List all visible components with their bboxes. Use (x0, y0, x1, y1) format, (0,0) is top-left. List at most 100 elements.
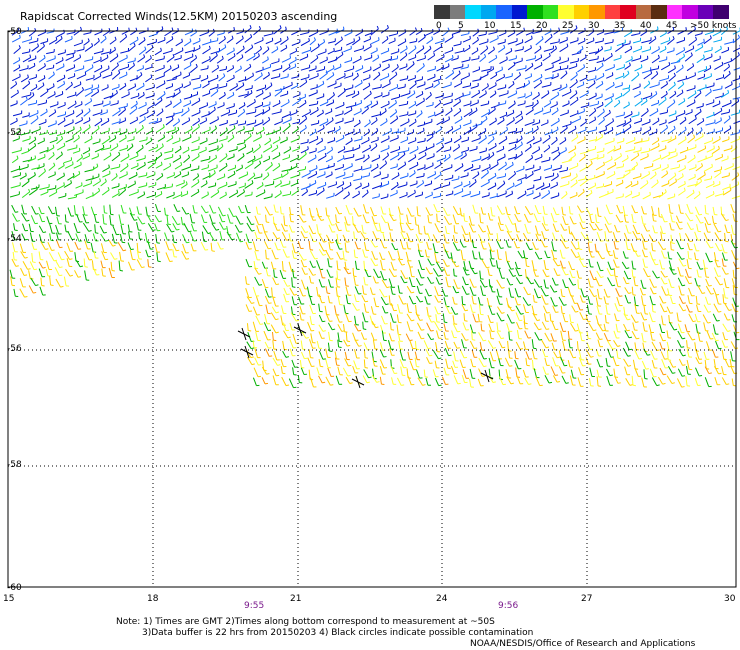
barb-shaft (200, 182, 208, 188)
wind-barb (361, 182, 370, 190)
barb-shaft (244, 194, 253, 197)
wind-barb (174, 108, 184, 115)
barb-flag (141, 144, 144, 148)
barb-shaft (208, 103, 217, 108)
barb-flag (442, 137, 445, 141)
barb-shaft (218, 75, 226, 82)
barb-shaft (461, 139, 469, 143)
wind-barb (54, 206, 60, 217)
wind-barb (237, 139, 246, 146)
wind-barb (309, 37, 316, 46)
barb-shaft (415, 194, 423, 198)
barb-shaft (227, 173, 236, 179)
barb-shaft (706, 85, 715, 89)
barb-shaft (630, 154, 640, 162)
barb-shaft (479, 74, 489, 80)
barb-shaft (219, 194, 227, 200)
barb-shaft (408, 112, 416, 117)
barb-shaft (499, 59, 508, 64)
barb-shaft (569, 112, 579, 118)
barb-shaft (678, 100, 686, 106)
barb-flag (52, 212, 56, 215)
wind-barb (145, 55, 152, 63)
wind-barb (733, 67, 740, 71)
wind-barb (544, 64, 554, 71)
barb-shaft (226, 50, 235, 56)
barb-shaft (595, 83, 604, 89)
barb-flag (594, 116, 597, 120)
wind-barb (11, 147, 22, 154)
barb-flag (197, 123, 200, 128)
barb-shaft (10, 168, 20, 173)
wind-barb (274, 190, 282, 199)
wind-barb (254, 72, 263, 82)
wind-barb (47, 120, 57, 128)
wind-barb (615, 111, 625, 118)
barb-flag (556, 181, 558, 185)
barb-flag (128, 27, 130, 31)
barb-shaft (209, 86, 219, 91)
barb-flag (150, 137, 153, 141)
barb-flag (179, 145, 182, 149)
barb-flag (107, 186, 110, 191)
barb-flag (603, 161, 605, 165)
barb-shaft (498, 47, 506, 53)
barb-shaft (696, 105, 704, 109)
wind-barb (181, 171, 189, 178)
wind-barb (38, 214, 46, 223)
wind-barb (426, 130, 435, 137)
barb-shaft (625, 58, 633, 64)
barb-shaft (712, 183, 721, 188)
barb-flag (541, 35, 544, 40)
wind-barb (316, 109, 324, 118)
barb-flag (565, 83, 568, 87)
barb-shaft (715, 76, 724, 81)
barb-shaft (640, 139, 649, 143)
barb-shaft (174, 50, 184, 56)
barb-shaft (93, 214, 97, 223)
barb-flag (223, 92, 226, 96)
barb-shaft (181, 109, 190, 117)
wind-barb (129, 75, 138, 82)
barb-shaft (164, 156, 173, 160)
barb-flag (701, 133, 704, 137)
barb-shaft (550, 94, 559, 101)
barb-shaft (459, 207, 462, 216)
barb-shaft (244, 162, 254, 170)
barb-shaft (489, 195, 498, 199)
barb-shaft (111, 121, 121, 125)
barb-flag (475, 123, 478, 127)
barb-flag (35, 186, 38, 190)
barb-shaft (668, 118, 678, 124)
barb-flag (278, 100, 281, 104)
wind-barb (604, 188, 614, 196)
barb-flag (531, 35, 533, 39)
wind-barb (569, 79, 578, 89)
barb-shaft (344, 120, 354, 124)
wind-barb (310, 43, 320, 53)
wind-barb (317, 125, 325, 133)
wind-barb (604, 46, 612, 52)
wind-barb (100, 48, 112, 55)
barb-shaft (659, 32, 667, 38)
barb-shaft (46, 51, 55, 55)
barb-shaft (22, 159, 32, 163)
barb-shaft (452, 66, 463, 70)
barb-flag (133, 42, 136, 46)
barb-flag (523, 27, 526, 31)
barb-flag (549, 100, 552, 104)
barb-shaft (76, 156, 83, 163)
barb-shaft (272, 139, 281, 144)
barb-shaft (489, 163, 499, 170)
barb-flag (695, 36, 698, 40)
barb-shaft (172, 91, 181, 98)
legend-label: 10 (484, 21, 496, 31)
barb-shaft (20, 77, 29, 83)
barb-shaft (544, 76, 554, 80)
barb-flag (702, 117, 705, 122)
wind-barb (478, 135, 487, 144)
barb-shaft (616, 166, 624, 169)
wind-barb (299, 115, 308, 126)
barb-shaft (40, 90, 49, 98)
barb-flag (149, 55, 152, 59)
